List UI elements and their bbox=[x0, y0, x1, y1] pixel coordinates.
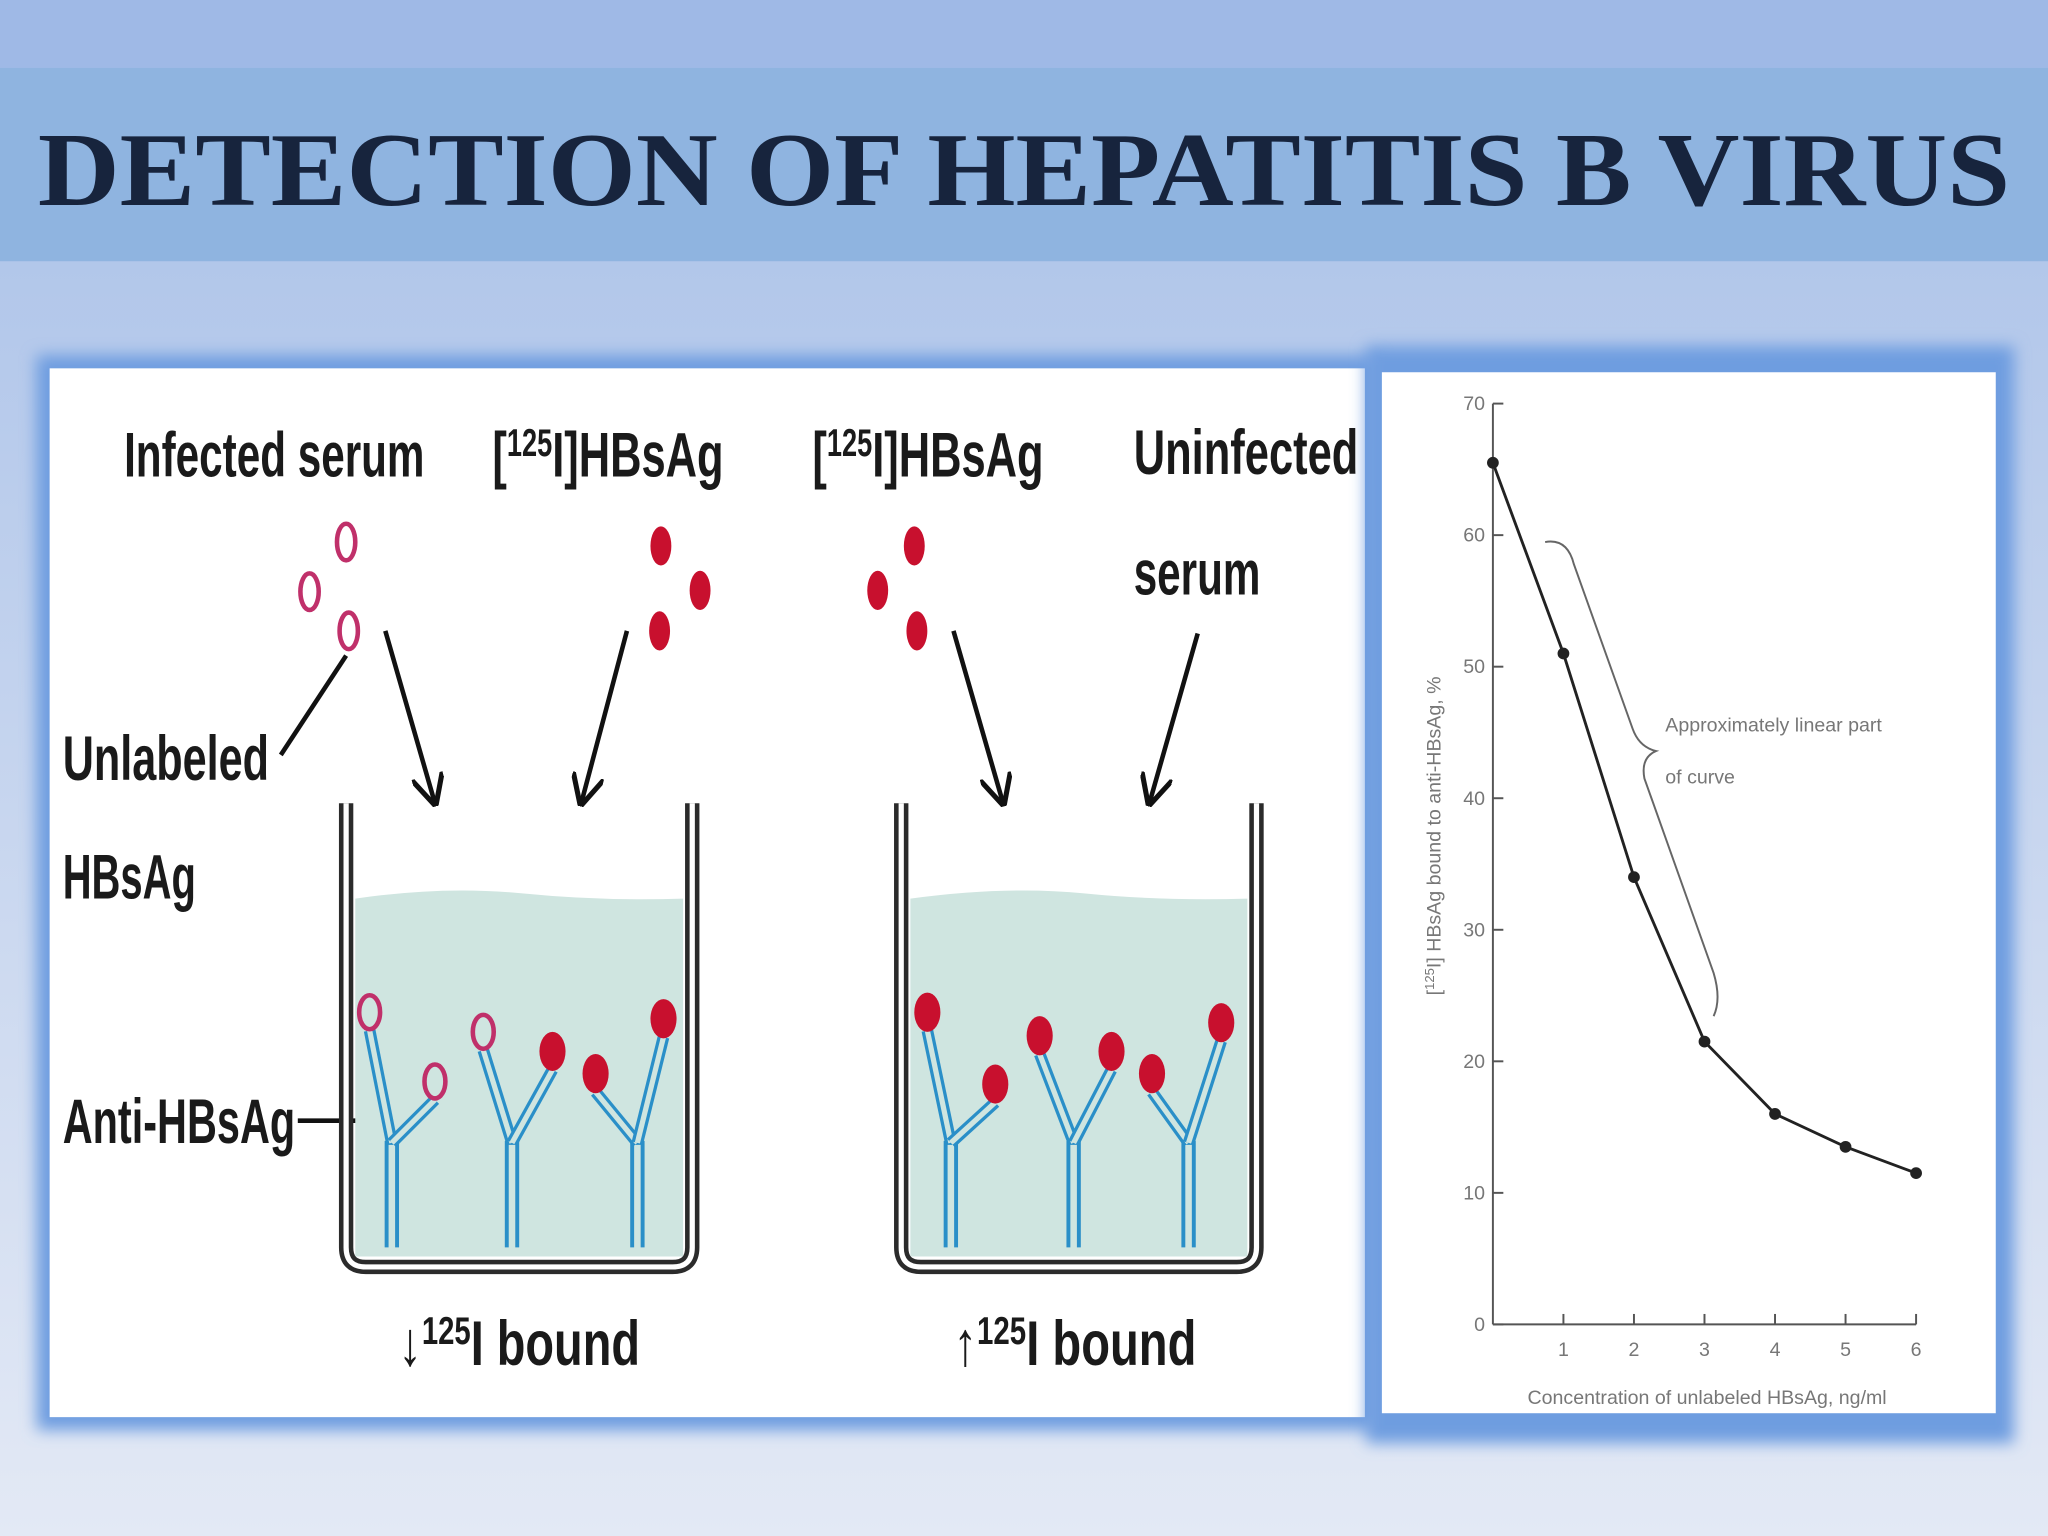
superscript: 125 bbox=[1422, 968, 1437, 990]
antibody-arm bbox=[1037, 1053, 1077, 1144]
x-axis-title: Concentration of unlabeled HBsAg, ng/ml bbox=[1528, 1387, 1887, 1409]
x-tick-label: 3 bbox=[1699, 1339, 1710, 1361]
antibody-arm bbox=[593, 1090, 640, 1145]
antigen bbox=[422, 1062, 448, 1101]
label: ↑125I bound bbox=[953, 1309, 1196, 1379]
antigen bbox=[1026, 1016, 1053, 1056]
point bbox=[1839, 1140, 1852, 1153]
point bbox=[1628, 871, 1640, 884]
arrows bbox=[278, 630, 1200, 1123]
point bbox=[1557, 647, 1570, 660]
point bbox=[1769, 1108, 1781, 1120]
antibody-arm bbox=[634, 1036, 667, 1144]
antigen bbox=[539, 1031, 566, 1072]
y-tick-label: 50 bbox=[1463, 656, 1485, 678]
x-tick-label: 1 bbox=[1558, 1339, 1569, 1361]
antibody-arm bbox=[1149, 1090, 1191, 1145]
x-tick-label: 4 bbox=[1770, 1339, 1781, 1361]
text: [ bbox=[492, 421, 507, 491]
antibody-arm bbox=[480, 1049, 515, 1144]
superscript: 125 bbox=[827, 422, 872, 465]
annotation: Approximately linear part bbox=[1665, 714, 1882, 736]
label: serum bbox=[1134, 538, 1261, 608]
unlabeled-antigens bbox=[298, 521, 361, 652]
antibodies bbox=[356, 992, 1235, 1248]
text: ↑ bbox=[953, 1309, 977, 1379]
x-tick-label: 2 bbox=[1629, 1339, 1640, 1361]
chart: Approximately linear part of curve Conce… bbox=[1422, 393, 1922, 1409]
point bbox=[1487, 456, 1499, 469]
antigen bbox=[982, 1064, 1009, 1104]
antigen bbox=[1138, 1054, 1166, 1094]
label: [125I]HBsAg bbox=[812, 421, 1043, 491]
antigen bbox=[1098, 1031, 1125, 1072]
text: I]HBsAg bbox=[872, 421, 1043, 491]
label: Unlabeled bbox=[63, 724, 269, 794]
labeled-antigens bbox=[649, 526, 928, 651]
point bbox=[1910, 1167, 1922, 1180]
y-tick-label: 10 bbox=[1463, 1182, 1485, 1204]
text: I] HBsAg bound to anti-HBsAg, % bbox=[1424, 676, 1446, 968]
title-band bbox=[0, 67, 2048, 262]
antibody-arm bbox=[509, 1068, 555, 1145]
antibody-arm bbox=[367, 1030, 395, 1144]
label: Uninfected bbox=[1134, 418, 1359, 488]
y-tick-label: 40 bbox=[1463, 788, 1485, 810]
text: I bound bbox=[471, 1309, 640, 1379]
label: HBsAg bbox=[63, 843, 196, 913]
text: ↓ bbox=[398, 1309, 421, 1379]
label: ↓125I bound bbox=[398, 1309, 640, 1379]
label: [125I]HBsAg bbox=[492, 421, 723, 491]
x-tick-label: 6 bbox=[1911, 1339, 1922, 1361]
top-strip bbox=[0, 0, 2048, 68]
antibody-arm bbox=[949, 1100, 998, 1145]
antigen bbox=[470, 1012, 496, 1052]
slide-title: DETECTION OF HEPATITIS B VIRUS bbox=[38, 112, 2010, 228]
label: Infected serum bbox=[124, 421, 424, 491]
antigen bbox=[582, 1054, 609, 1094]
antigen bbox=[1208, 1003, 1235, 1043]
antibody-arm bbox=[924, 1029, 954, 1144]
annotation: of curve bbox=[1665, 767, 1735, 789]
text: [ bbox=[1424, 989, 1446, 995]
superscript: 125 bbox=[507, 422, 552, 465]
text: I]HBsAg bbox=[552, 421, 723, 491]
x-tick-label: 5 bbox=[1840, 1339, 1851, 1361]
y-tick-label: 0 bbox=[1474, 1314, 1485, 1336]
beakers bbox=[338, 803, 1264, 1275]
antigen bbox=[914, 992, 941, 1032]
antigen bbox=[356, 992, 383, 1032]
brace bbox=[1544, 540, 1719, 1017]
superscript: 125 bbox=[422, 1310, 471, 1353]
antibody-arm bbox=[1186, 1040, 1224, 1144]
antibody-arm bbox=[1071, 1068, 1114, 1145]
y-axis-title: [125I] HBsAg bound to anti-HBsAg, % bbox=[1422, 676, 1446, 995]
text: [ bbox=[812, 421, 827, 491]
y-tick-label: 20 bbox=[1463, 1051, 1485, 1073]
point bbox=[1698, 1035, 1711, 1048]
chart-panel bbox=[1381, 372, 1996, 1414]
label: Anti-HBsAg bbox=[63, 1087, 295, 1157]
antibody-arm bbox=[389, 1097, 437, 1145]
text: I bound bbox=[1026, 1309, 1196, 1379]
antigen bbox=[650, 999, 677, 1039]
y-tick-label: 60 bbox=[1463, 525, 1485, 547]
y-tick-label: 30 bbox=[1463, 919, 1485, 941]
superscript: 125 bbox=[977, 1310, 1026, 1353]
y-tick-label: 70 bbox=[1463, 393, 1485, 415]
diagram: Infected serum [125I]HBsAg [125I]HBsAg U… bbox=[63, 418, 1359, 1379]
